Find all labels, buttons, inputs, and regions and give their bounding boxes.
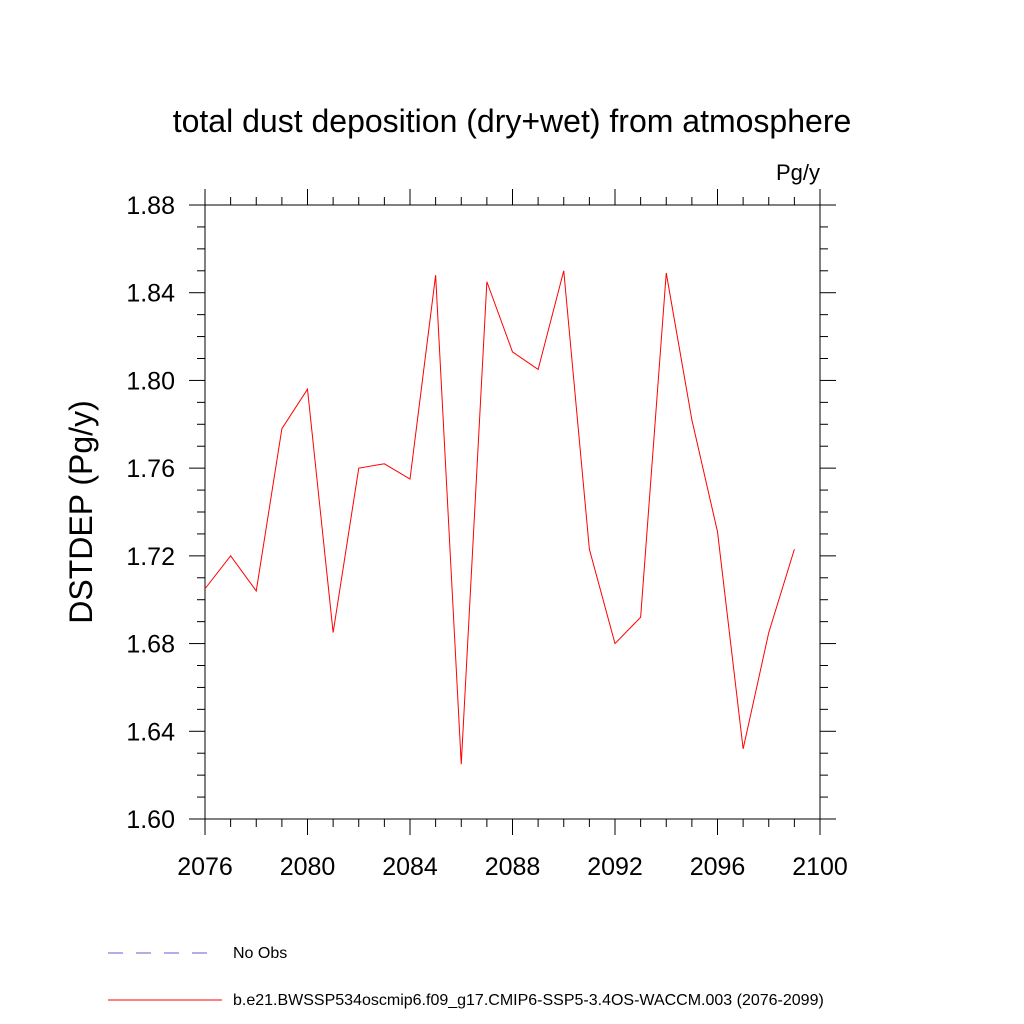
x-tick-label: 2092 xyxy=(587,853,643,881)
x-tick-label: 2080 xyxy=(280,853,336,881)
plot-frame xyxy=(204,204,821,820)
legend: No Obs b.e21.BWSSP534oscmip6.f09_g17.CMI… xyxy=(108,945,824,1009)
x-tick-labels: 2076 2080 2084 2088 2092 2096 2100 xyxy=(177,853,848,881)
y-tick-label: 1.88 xyxy=(126,192,175,220)
units-label: Pg/y xyxy=(776,160,820,185)
x-tick-label: 2084 xyxy=(382,853,438,881)
y-tick-label: 1.64 xyxy=(126,718,175,746)
y-tick-label: 1.72 xyxy=(126,543,175,571)
legend-label-model-run: b.e21.BWSSP534oscmip6.f09_g17.CMIP6-SSP5… xyxy=(233,992,824,1009)
chart-title: total dust deposition (dry+wet) from atm… xyxy=(173,103,852,139)
legend-label-no-obs: No Obs xyxy=(233,945,287,962)
series-line xyxy=(204,270,795,765)
major-ticks xyxy=(189,189,836,835)
y-tick-label: 1.84 xyxy=(126,280,175,308)
y-tick-label: 1.80 xyxy=(126,367,175,395)
x-tick-label: 2096 xyxy=(690,853,746,881)
x-tick-label: 2100 xyxy=(792,853,848,881)
minor-ticks xyxy=(197,197,828,827)
y-tick-label: 1.68 xyxy=(126,631,175,659)
x-tick-label: 2088 xyxy=(485,853,541,881)
series-group xyxy=(204,270,795,765)
y-axis-label: DSTDEP (Pg/y) xyxy=(63,400,99,623)
y-tick-labels: 1.60 1.64 1.68 1.72 1.76 1.80 1.84 1.88 xyxy=(126,192,175,834)
y-tick-label: 1.60 xyxy=(126,806,175,834)
x-tick-label: 2076 xyxy=(177,853,233,881)
y-tick-label: 1.76 xyxy=(126,455,175,483)
